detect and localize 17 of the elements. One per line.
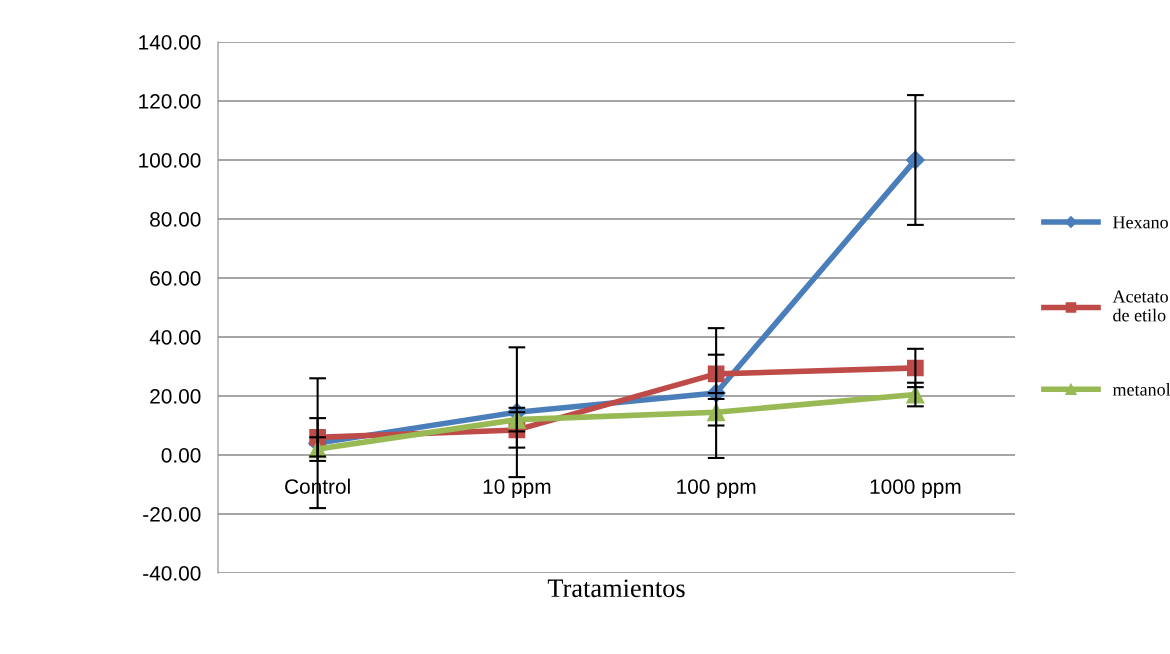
y-tick-label: 80.00	[150, 212, 201, 227]
y-tick-label: -20.00	[143, 507, 201, 522]
y-tick-label: 100.00	[139, 153, 201, 168]
legend-label: metanol	[1112, 383, 1170, 396]
legend-label: Acetato de etilo	[1112, 290, 1168, 322]
y-tick-label: 120.00	[139, 94, 201, 109]
x-tick-label: 1000 ppm	[870, 479, 961, 499]
y-tick-label: 60.00	[150, 271, 201, 286]
x-tick-label: 10 ppm	[483, 479, 551, 499]
y-tick-label: -40.00	[143, 566, 201, 581]
y-tick-label: 0.00	[161, 448, 201, 463]
y-tick-label: 140.00	[139, 35, 201, 50]
x-axis-title: Tratamientos	[547, 579, 685, 598]
x-tick-label: 100 ppm	[677, 479, 756, 499]
y-tick-label: 40.00	[149, 330, 201, 345]
legend-label: Hexano	[1113, 216, 1168, 229]
y-tick-label: 20.00	[150, 389, 201, 404]
